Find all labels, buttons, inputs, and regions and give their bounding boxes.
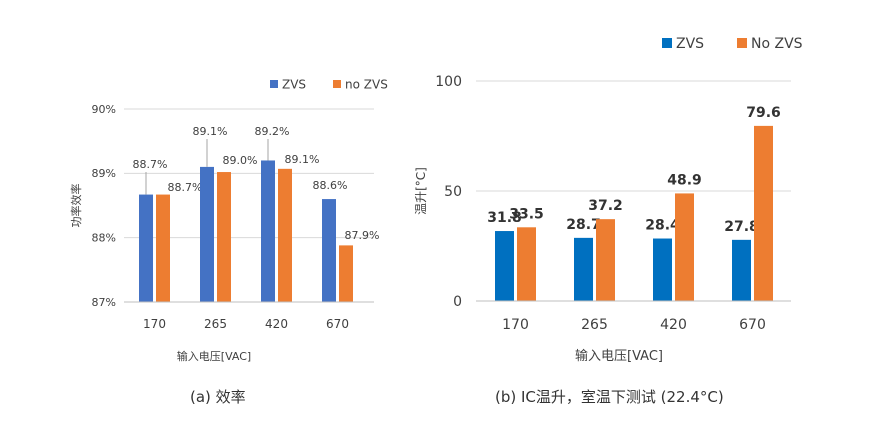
xtick-label-a-670: 670 xyxy=(326,317,349,331)
caption-chart-a: (a) 效率 xyxy=(190,388,246,406)
xtick-label-a-265: 265 xyxy=(204,317,227,331)
y-axis-title-b: 温升[°C] xyxy=(414,167,428,215)
ytick-label-a-2: 89% xyxy=(92,167,116,180)
x-axis-title-a: 输入电压[VAC] xyxy=(177,349,251,363)
y-axis-title-a: 功率效率 xyxy=(69,184,83,228)
data-label-b-1-670: 79.6 xyxy=(746,105,781,121)
bar-a-no-zvs-420 xyxy=(278,168,292,302)
ytick-label-b-1: 50 xyxy=(444,184,462,200)
bar-a-no-zvs-670 xyxy=(339,245,353,302)
data-label-a-0-170: 88.7% xyxy=(133,158,168,171)
legend-label-b-1: No ZVS xyxy=(751,36,803,52)
data-label-b-0-420: 28.4 xyxy=(645,218,680,234)
bar-a-no-zvs-265 xyxy=(217,172,231,302)
bar-a-zvs-265 xyxy=(200,166,214,302)
bar-a-zvs-670 xyxy=(322,199,336,302)
bar-b-no-zvs-670 xyxy=(754,125,773,301)
ytick-label-a-0: 87% xyxy=(92,296,116,309)
data-label-a-0-670: 88.6% xyxy=(313,179,348,192)
bar-a-zvs-420 xyxy=(261,160,275,302)
legend-swatch-a-0 xyxy=(270,80,278,88)
bar-b-zvs-670 xyxy=(732,239,751,301)
xtick-label-b-170: 170 xyxy=(502,317,529,333)
legend-swatch-b-0 xyxy=(662,38,672,48)
bar-a-no-zvs-170 xyxy=(156,194,170,302)
legend-label-a-1: no ZVS xyxy=(345,77,388,91)
data-label-b-1-420: 48.9 xyxy=(667,172,702,188)
data-label-a-0-420: 89.2% xyxy=(255,125,290,138)
bar-b-zvs-420 xyxy=(653,238,672,301)
data-label-b-1-170: 33.5 xyxy=(509,206,544,222)
xtick-label-b-265: 265 xyxy=(581,317,608,333)
xtick-label-a-170: 170 xyxy=(143,317,166,331)
data-label-a-1-265: 89.0% xyxy=(223,154,258,167)
legend-label-b-0: ZVS xyxy=(676,36,704,52)
data-label-b-0-170: 31.8 xyxy=(487,210,522,226)
data-label-b-1-265: 37.2 xyxy=(588,198,623,214)
legend-swatch-b-1 xyxy=(737,38,747,48)
data-label-a-1-170: 88.7% xyxy=(168,181,203,194)
xtick-label-a-420: 420 xyxy=(265,317,288,331)
legend-label-a-0: ZVS xyxy=(282,77,306,91)
x-axis-title-b: 输入电压[VAC] xyxy=(575,348,663,364)
data-label-a-0-265: 89.1% xyxy=(193,125,228,138)
xtick-label-b-670: 670 xyxy=(739,317,766,333)
ytick-label-a-3: 90% xyxy=(92,103,116,116)
data-label-b-0-265: 28.7 xyxy=(566,217,601,233)
bar-a-zvs-170 xyxy=(139,194,153,302)
bar-b-no-zvs-265 xyxy=(596,219,615,301)
bar-b-no-zvs-420 xyxy=(675,193,694,301)
ytick-label-a-1: 88% xyxy=(92,232,116,245)
data-label-a-1-420: 89.1% xyxy=(285,153,320,166)
data-label-b-0-670: 27.8 xyxy=(724,219,759,235)
ytick-label-b-2: 100 xyxy=(435,74,462,90)
bar-b-zvs-265 xyxy=(574,237,593,301)
xtick-label-b-420: 420 xyxy=(660,317,687,333)
legend-swatch-a-1 xyxy=(333,80,341,88)
bar-b-zvs-170 xyxy=(495,231,514,301)
bar-b-no-zvs-170 xyxy=(517,227,536,301)
caption-chart-b: (b) IC温升，室温下测试 (22.4°C) xyxy=(495,388,724,406)
data-label-a-1-670: 87.9% xyxy=(345,229,380,242)
ytick-label-b-0: 0 xyxy=(453,294,462,310)
